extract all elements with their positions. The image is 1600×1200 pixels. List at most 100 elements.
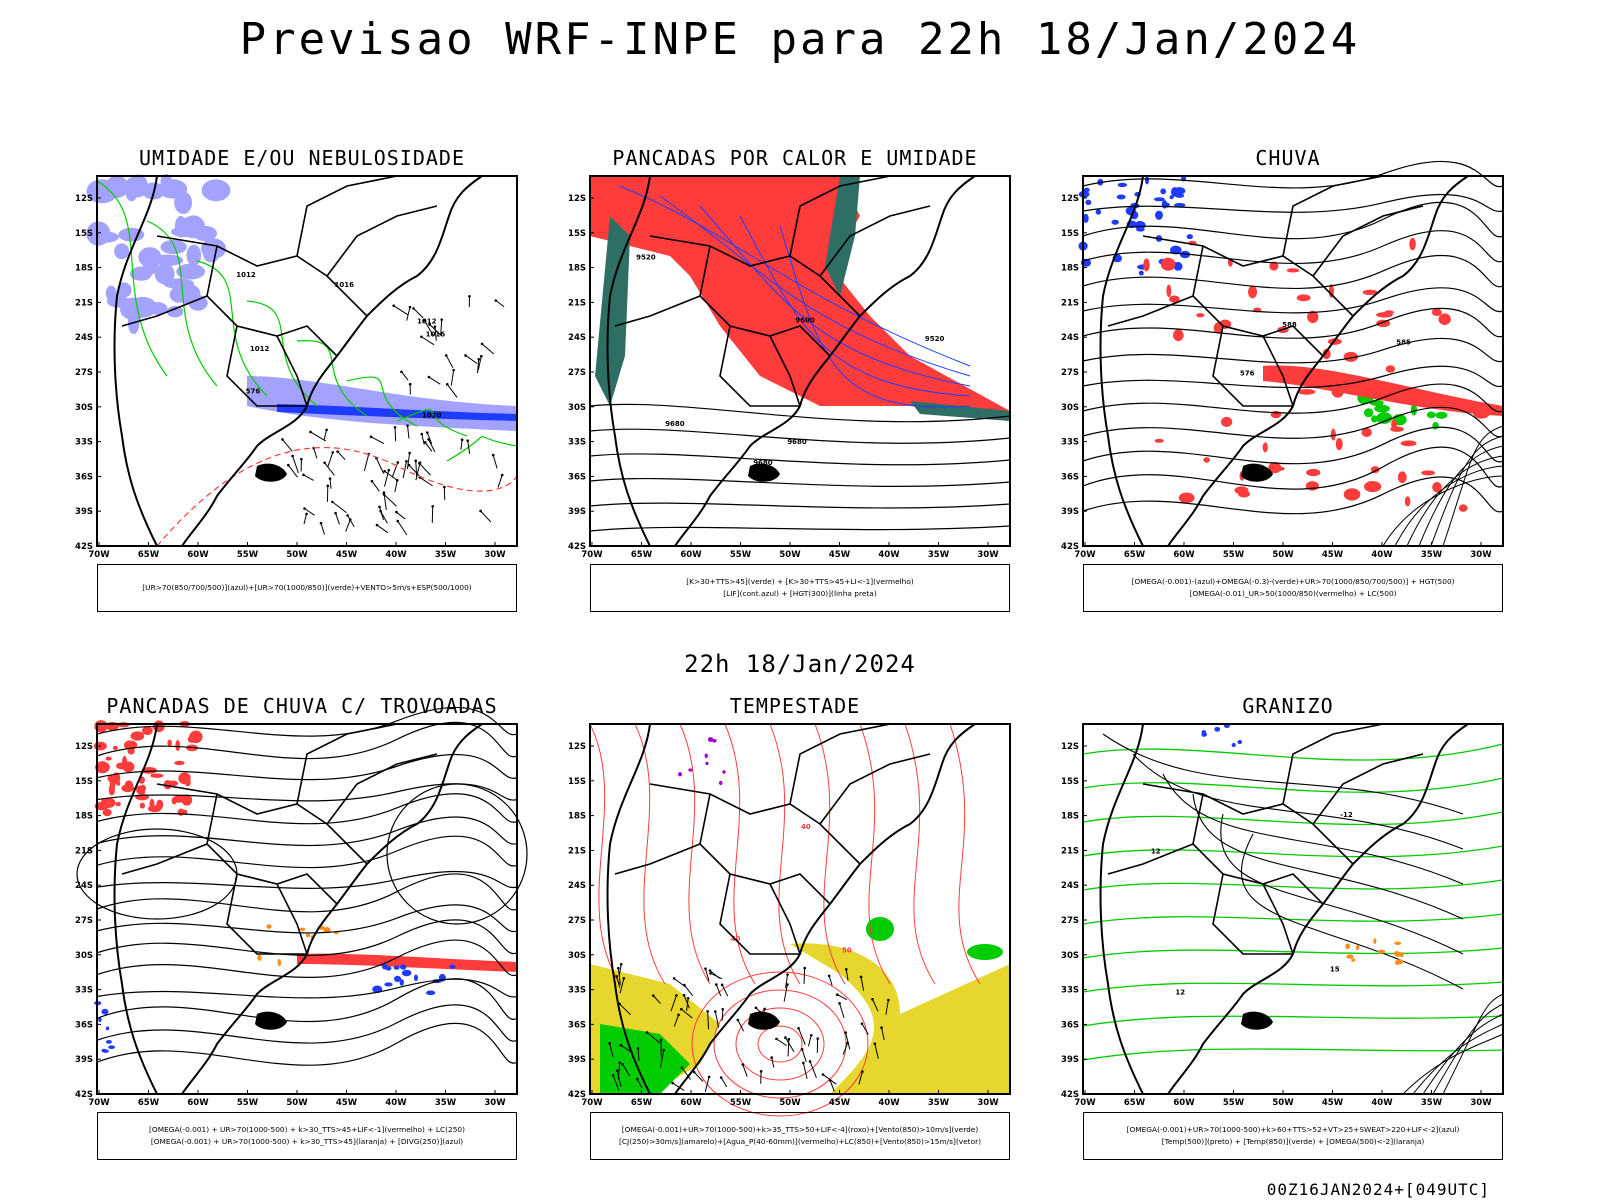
wind-vector-head <box>412 307 415 310</box>
lon-label: 30W <box>977 1098 999 1108</box>
wind-vector <box>384 470 398 481</box>
wind-vector <box>292 455 299 474</box>
wind-vector-head <box>286 463 290 467</box>
coastline <box>606 175 976 547</box>
humidity-shade <box>152 254 184 266</box>
wind-vector <box>622 1064 631 1077</box>
wind-vector-head <box>880 1026 883 1030</box>
wind-vector-head <box>680 1007 683 1011</box>
lon-label: 70W <box>1074 1098 1096 1108</box>
wind-vector-head <box>763 1007 766 1011</box>
panel-title: CHUVA <box>1255 146 1321 170</box>
wind-vector <box>440 319 443 336</box>
wind-vector-head <box>786 983 789 986</box>
omega-red <box>1361 427 1372 437</box>
wind-vector-head <box>382 493 386 496</box>
lat-label: 18S <box>568 812 586 822</box>
wind-vector-head <box>346 514 349 517</box>
omega-red <box>1160 257 1176 271</box>
lon-label: 70W <box>88 1098 110 1108</box>
water-contour <box>589 723 621 985</box>
lat-label: 36S <box>568 1020 586 1030</box>
map-storm: 40504012S15S18S21S24S27S30S33S36S39S42S7… <box>568 723 1011 1117</box>
water-contour <box>634 723 666 985</box>
omega-red <box>1328 284 1334 298</box>
humidity-shade <box>188 295 208 311</box>
wind-vector-head <box>423 441 427 444</box>
temp850-contour <box>1082 845 1504 858</box>
panel-humidity: UMIDADE E/OU NEBULOSIDADE 1012 1012 1016 10… <box>75 146 542 616</box>
storm-red <box>174 760 185 766</box>
lat-label: 42S <box>75 542 93 552</box>
wind-vector-head <box>809 1033 813 1037</box>
lon-label: 65W <box>631 550 653 560</box>
wind-vector <box>492 454 498 469</box>
lc-line <box>1382 475 1504 547</box>
wind-vector <box>683 994 690 1009</box>
country-borders <box>121 175 438 407</box>
wind-vector <box>426 432 433 444</box>
rh-contour <box>446 436 518 462</box>
lat-label: 42S <box>75 1090 93 1100</box>
lc-line <box>1418 445 1504 547</box>
wind-vector-head <box>680 1066 684 1070</box>
lat-label: 12S <box>75 194 93 204</box>
lon-label: 40W <box>878 1098 900 1108</box>
water-contour <box>949 723 981 985</box>
omega-red <box>1409 237 1416 251</box>
wind-vector-head <box>708 969 712 972</box>
wind-vector <box>673 978 687 988</box>
map-frame <box>589 723 1011 1095</box>
storm-orange <box>299 927 306 931</box>
wind-vector <box>428 376 441 385</box>
temp500-contour <box>1102 733 1464 815</box>
lat-label: 12S <box>568 742 586 752</box>
lon-label: 30W <box>484 550 506 560</box>
storm-red <box>124 780 134 791</box>
omega-red <box>1438 313 1451 325</box>
wind-vector <box>407 425 410 439</box>
heat-shower-area <box>825 176 860 296</box>
wind-vector <box>383 493 397 507</box>
humidity-shade <box>118 227 145 242</box>
lon-label: 45W <box>1322 550 1344 560</box>
temp500-contour <box>1412 1023 1504 1095</box>
storm-red <box>139 802 146 809</box>
wind-vector <box>324 462 335 476</box>
wind-vector <box>861 1023 869 1035</box>
wind-vector <box>446 383 458 398</box>
lagoon <box>1241 463 1273 482</box>
omega-red <box>1335 437 1343 451</box>
lc850-contour <box>691 971 869 1117</box>
omega-red <box>1307 310 1319 324</box>
wind-vector-head <box>407 463 411 467</box>
wind-vector <box>415 460 418 478</box>
storm-red <box>102 808 112 817</box>
storm-red <box>150 773 164 778</box>
storm-purple <box>707 737 714 742</box>
country-borders <box>1107 723 1424 955</box>
data-layer: 1012 1012 1016 1016 1012 1020 576 <box>86 174 518 547</box>
omega-red <box>1421 470 1435 476</box>
wind-vector <box>670 995 677 1012</box>
humidity-shade <box>158 179 188 199</box>
wind850-area <box>967 944 1003 960</box>
wind-vector <box>495 300 505 308</box>
divg-blue <box>372 985 383 994</box>
wind-vector-head <box>396 461 400 464</box>
humidity-shade <box>117 282 132 298</box>
wind-vector-head <box>281 438 284 441</box>
omega-blue <box>1160 188 1167 195</box>
contour-label: 588 <box>1282 321 1297 329</box>
lc-streamline <box>96 939 518 978</box>
lat-label: 39S <box>75 1055 93 1065</box>
wind-vector-head <box>615 1069 619 1073</box>
wind-vector-head <box>395 510 398 514</box>
lat-label: 33S <box>1061 986 1079 996</box>
panel-storm: TEMPESTADE 40 50 40 12S 15S 18S 21S 24S 27S 30S 33… <box>568 694 1035 1164</box>
lc-streamline <box>96 1004 518 1044</box>
lon-label: 55W <box>730 550 752 560</box>
wind-vector-head <box>720 983 724 987</box>
storm-red <box>116 781 121 786</box>
